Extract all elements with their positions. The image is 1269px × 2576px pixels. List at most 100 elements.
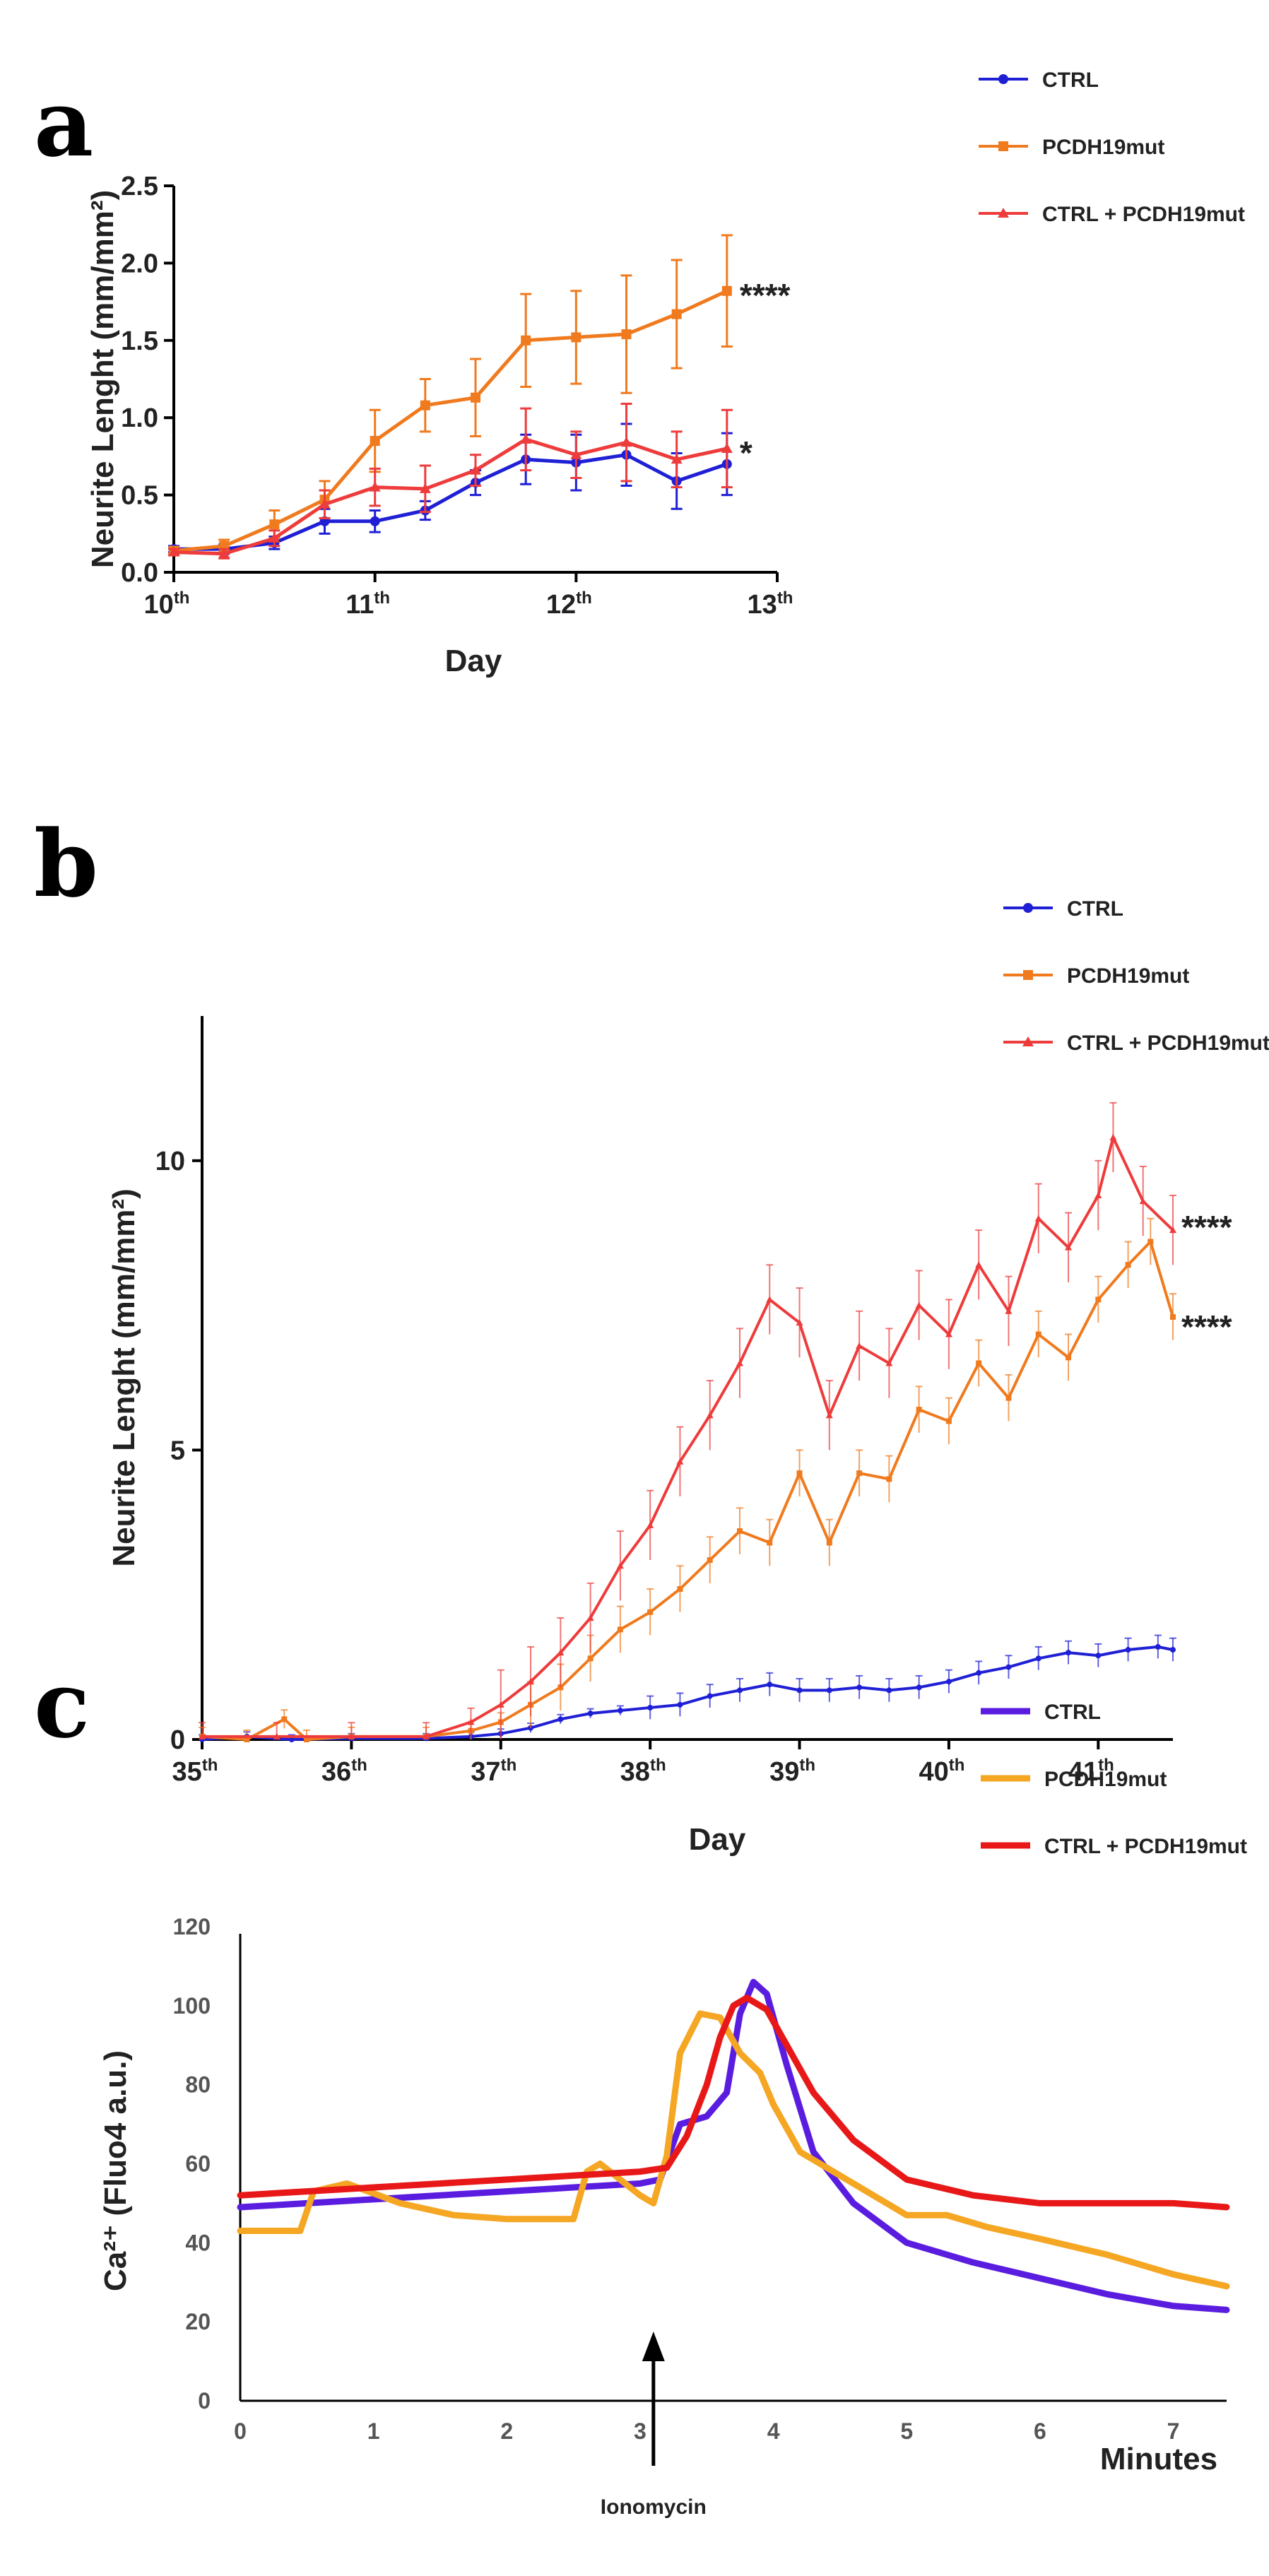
c-x-tick-label: 1: [367, 2418, 380, 2444]
c-y-tick-label: 40: [185, 2230, 211, 2255]
panel-label-a: a: [34, 69, 93, 177]
c-y-tick-label: 20: [185, 2309, 211, 2334]
b-x-tick-label: 38th: [620, 1756, 666, 1787]
a-x-axis-title: Day: [445, 644, 502, 678]
b-point-ctrl-pcdh19mut: [796, 1319, 803, 1326]
legend-marker-pcdh19mut: [998, 141, 1008, 151]
b-point-ctrl: [1095, 1653, 1102, 1659]
c-x-tick-label: 0: [234, 2418, 247, 2444]
b-point-ctrl: [1066, 1650, 1072, 1656]
c-x-tick-label: 3: [634, 2418, 647, 2444]
c-y-tick-label: 0: [198, 2388, 211, 2413]
b-point-ctrl-pcdh19mut: [586, 1614, 594, 1621]
b-point-pcdh19mut: [796, 1470, 803, 1477]
legend-marker-ctrl-pcdh19mut: [998, 208, 1009, 218]
c-y-tick-label: 80: [185, 2072, 211, 2098]
b-point-ctrl-pcdh19mut: [616, 1562, 624, 1569]
a-y-tick-label: 1.0: [121, 403, 158, 433]
b-point-ctrl: [856, 1684, 863, 1691]
b-point-ctrl: [976, 1670, 982, 1676]
b-point-ctrl: [1155, 1643, 1161, 1650]
b-line-ctrl: [201, 1645, 1174, 1742]
b-point-ctrl-pcdh19mut: [1034, 1215, 1042, 1222]
a-y-tick-label: 0.5: [121, 481, 158, 511]
a-point-ctrl-pcdh19mut: [570, 449, 582, 459]
b-point-pcdh19mut: [677, 1586, 683, 1593]
legend-label-ctrl: CTRL: [1042, 69, 1099, 92]
a-point-ctrl-pcdh19mut: [721, 442, 733, 453]
b-point-pcdh19mut: [281, 1716, 288, 1723]
c-x-tick-label: 5: [900, 2418, 913, 2444]
b-point-pcdh19mut: [976, 1360, 982, 1366]
a-y-axis-title: Neurite Lenght (mm/mm²): [85, 190, 120, 568]
b-point-pcdh19mut: [767, 1540, 773, 1546]
panel-label-c: c: [34, 1650, 90, 1759]
b-point-ctrl: [587, 1711, 594, 1717]
legend-label-ctrl: CTRL: [1044, 1701, 1101, 1724]
b-point-ctrl-pcdh19mut: [273, 1732, 281, 1739]
chart-a: 0.0 0.5 1.0 1.5 2.0 2.5 10th 11th 12th 13th Day Neu…: [85, 69, 1245, 678]
b-point-ctrl-pcdh19mut: [557, 1649, 565, 1656]
b-x-axis-title: Day: [689, 1822, 746, 1857]
b-point-pcdh19mut: [856, 1470, 863, 1477]
b-point-pcdh19mut: [886, 1476, 892, 1482]
c-y-axis-title: Ca²⁺ (Fluo4 a.u.): [98, 2050, 133, 2291]
b-series-ctrl: [199, 1634, 1176, 1742]
b-series-ctrl-pcdh19mut: [199, 1101, 1176, 1739]
a-significance: ****: [740, 277, 791, 314]
b-point-ctrl-pcdh19mut: [527, 1678, 535, 1685]
b-point-pcdh19mut: [916, 1407, 922, 1413]
a-point-ctrl-pcdh19mut: [218, 548, 230, 558]
a-point-pcdh19mut: [471, 392, 480, 403]
b-point-ctrl-pcdh19mut: [915, 1301, 923, 1308]
legend-label-ctrl-pcdh19mut: CTRL + PCDH19mut: [1067, 1032, 1269, 1055]
a-point-ctrl-pcdh19mut: [419, 483, 431, 493]
a-point-ctrl-pcdh19mut: [268, 532, 281, 543]
b-x-tick-label: 40th: [919, 1756, 964, 1787]
b-point-ctrl: [557, 1716, 564, 1723]
legend-label-pcdh19mut: PCDH19mut: [1044, 1768, 1167, 1791]
b-point-ctrl: [288, 1737, 295, 1742]
b-point-ctrl-pcdh19mut: [975, 1261, 983, 1268]
c-y-tick-label: 120: [173, 1914, 211, 1939]
b-point-ctrl: [945, 1679, 952, 1685]
b-point-ctrl-pcdh19mut: [1169, 1227, 1176, 1234]
b-point-ctrl-pcdh19mut: [825, 1412, 833, 1419]
b-point-ctrl: [886, 1687, 892, 1694]
b-line-ctrl-pcdh19mut: [202, 1133, 1174, 1738]
a-point-ctrl-pcdh19mut: [168, 546, 179, 557]
b-point-ctrl: [826, 1687, 832, 1694]
a-point-ctrl-pcdh19mut: [671, 454, 683, 464]
b-point-pcdh19mut: [1125, 1262, 1131, 1268]
b-point-ctrl: [1170, 1647, 1176, 1653]
b-point-pcdh19mut: [617, 1626, 623, 1633]
b-point-pcdh19mut: [945, 1418, 952, 1424]
c-y-tick-label: 60: [185, 2151, 211, 2177]
b-point-pcdh19mut: [1035, 1331, 1041, 1337]
b-point-ctrl: [916, 1684, 922, 1691]
legend-marker-pcdh19mut: [1023, 970, 1033, 980]
c-line-ctrl-pcdh19mut: [237, 1995, 1230, 2211]
b-point-pcdh19mut: [1066, 1354, 1072, 1361]
b-point-ctrl-pcdh19mut: [497, 1701, 504, 1708]
b-point-ctrl-pcdh19mut: [676, 1458, 684, 1465]
b-x-tick-label: 39th: [769, 1756, 815, 1787]
a-x-tick-label: 11th: [346, 589, 390, 620]
b-point-pcdh19mut: [1005, 1395, 1012, 1401]
b-y-tick-label: 10: [155, 1147, 185, 1176]
b-point-ctrl-pcdh19mut: [1005, 1307, 1013, 1314]
a-y-tick-label: 0.0: [121, 558, 158, 588]
c-ionomycin-arrowhead: [642, 2332, 665, 2361]
b-point-pcdh19mut: [244, 1737, 250, 1742]
b-x-tick-label: 36th: [321, 1756, 367, 1787]
a-line-ctrl-pcdh19mut: [173, 437, 728, 556]
a-line-ctrl: [174, 453, 728, 551]
b-significance: ****: [1181, 1209, 1232, 1246]
a-point-ctrl-pcdh19mut: [520, 433, 532, 444]
c-line-pcdh19mut: [237, 2010, 1230, 2290]
a-significance: *: [740, 435, 752, 471]
b-point-ctrl-pcdh19mut: [766, 1296, 774, 1303]
